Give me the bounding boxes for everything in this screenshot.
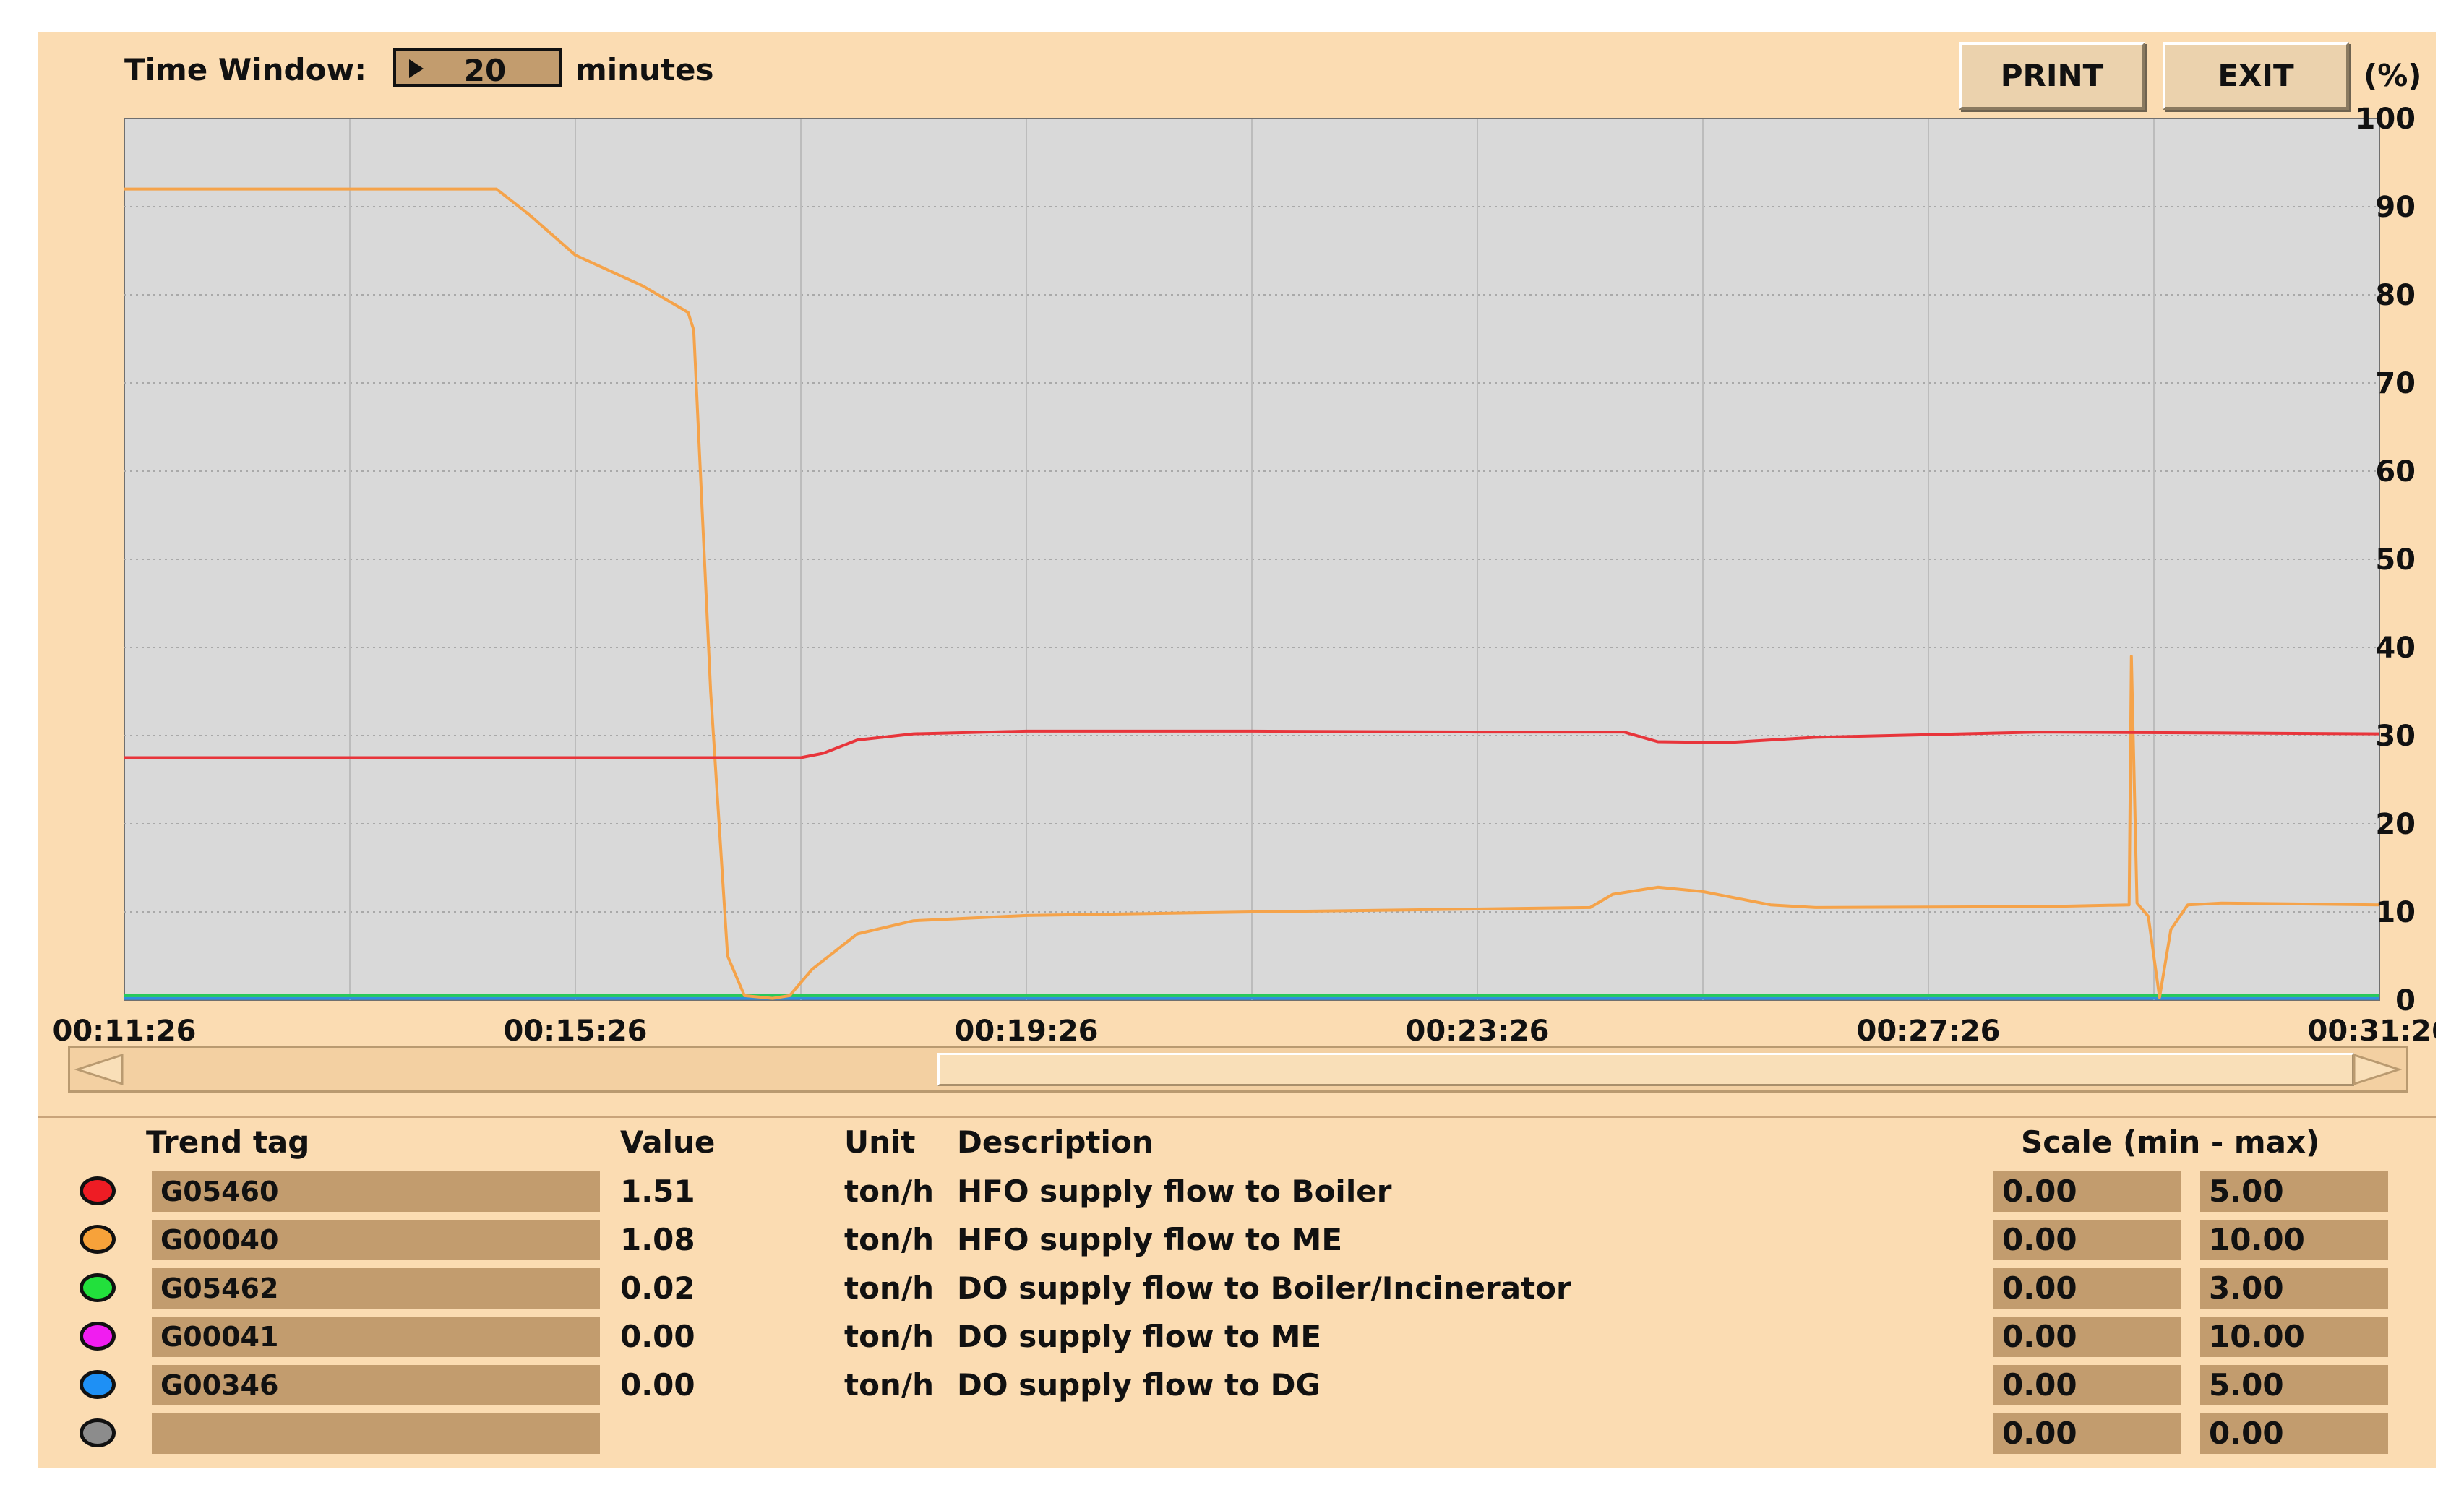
- y-tick-label: 50: [2375, 543, 2416, 577]
- trend-description: HFO supply flow to Boiler: [957, 1174, 1392, 1209]
- trend-row: 0.00 0.00: [38, 1411, 2436, 1459]
- header-trend-tag: Trend tag: [146, 1124, 310, 1160]
- trend-unit: ton/h: [844, 1319, 935, 1354]
- scroll-right-icon[interactable]: [2351, 1051, 2402, 1088]
- series-line-G00040: [124, 187, 2380, 1000]
- trend-tag-field[interactable]: G05462: [152, 1268, 600, 1309]
- scale-max-field[interactable]: 10.00: [2200, 1220, 2388, 1260]
- x-tick-label: 00:27:26: [1857, 1015, 2001, 1043]
- scroll-left-icon[interactable]: [74, 1051, 125, 1088]
- y-axis-unit: (%): [2364, 58, 2422, 93]
- y-tick-label: 20: [2375, 808, 2416, 841]
- divider: [38, 1116, 2436, 1118]
- scale-max-field[interactable]: 5.00: [2200, 1171, 2388, 1212]
- scale-min-field[interactable]: 0.00: [1993, 1171, 2181, 1212]
- scale-min-field[interactable]: 0.00: [1993, 1365, 2181, 1405]
- time-window-label: Time Window:: [124, 52, 367, 87]
- y-tick-label: 30: [2375, 720, 2416, 753]
- scale-max-field[interactable]: 0.00: [2200, 1413, 2388, 1454]
- x-tick-label: 00:31:26: [2308, 1015, 2436, 1043]
- scale-max-field[interactable]: 3.00: [2200, 1268, 2388, 1309]
- trend-unit: ton/h: [844, 1174, 935, 1209]
- scale-min-field[interactable]: 0.00: [1993, 1317, 2181, 1357]
- chart-series: [124, 187, 2380, 1000]
- trend-tag-field[interactable]: [152, 1413, 600, 1454]
- x-tick-label: 00:11:26: [53, 1015, 197, 1043]
- header-value: Value: [620, 1124, 716, 1160]
- trend-row: G00040 1.08 ton/h HFO supply flow to ME …: [38, 1218, 2436, 1265]
- trend-description: DO supply flow to DG: [957, 1367, 1321, 1403]
- y-tick-label: 10: [2375, 896, 2416, 929]
- scale-min-field[interactable]: 0.00: [1993, 1268, 2181, 1309]
- header-unit: Unit: [844, 1124, 916, 1160]
- trend-description: HFO supply flow to ME: [957, 1222, 1343, 1257]
- color-dot-icon[interactable]: [80, 1225, 116, 1254]
- scale-min-field[interactable]: 0.00: [1993, 1220, 2181, 1260]
- time-scrollbar[interactable]: [68, 1046, 2408, 1093]
- y-tick-label: 90: [2375, 191, 2416, 224]
- y-tick-label: 60: [2375, 455, 2416, 488]
- trend-row: G05460 1.51 ton/h HFO supply flow to Boi…: [38, 1169, 2436, 1217]
- trend-description: DO supply flow to ME: [957, 1319, 1322, 1354]
- trend-value: 0.02: [620, 1270, 695, 1306]
- x-axis: 00:11:26 00:15:26 00:19:26 00:23:26 00:27:26…: [53, 1015, 2436, 1043]
- scale-max-field[interactable]: 5.00: [2200, 1365, 2388, 1405]
- color-dot-icon[interactable]: [80, 1273, 116, 1302]
- trend-value: 0.00: [620, 1319, 695, 1354]
- print-button[interactable]: PRINT: [1959, 42, 2145, 110]
- exit-button[interactable]: EXIT: [2163, 42, 2349, 110]
- y-tick-label: 80: [2375, 279, 2416, 312]
- trend-tag-field[interactable]: G00346: [152, 1365, 600, 1405]
- play-arrow-icon[interactable]: [409, 59, 424, 78]
- x-tick-label: 00:15:26: [504, 1015, 648, 1043]
- series-line-G05460: [124, 729, 2380, 759]
- trend-unit: ton/h: [844, 1270, 935, 1306]
- y-tick-label: 70: [2375, 367, 2416, 400]
- time-window-spinner[interactable]: 20: [393, 48, 562, 88]
- header-description: Description: [957, 1124, 1154, 1160]
- time-window-unit: minutes: [575, 52, 714, 87]
- trend-value: 0.00: [620, 1367, 695, 1403]
- color-dot-icon[interactable]: [80, 1418, 116, 1447]
- trend-row: G00346 0.00 ton/h DO supply flow to DG 0…: [38, 1363, 2436, 1411]
- trend-description: DO supply flow to Boiler/Incinerator: [957, 1270, 1571, 1306]
- color-dot-icon[interactable]: [80, 1322, 116, 1351]
- trend-unit: ton/h: [844, 1367, 935, 1403]
- time-window-value[interactable]: 20: [463, 53, 507, 88]
- color-dot-icon[interactable]: [80, 1370, 116, 1399]
- trend-row: G05462 0.02 ton/h DO supply flow to Boil…: [38, 1266, 2436, 1314]
- trend-window: Time Window: 20 minutes PRINT EXIT (%) 0…: [38, 32, 2436, 1468]
- y-axis: 0 10 20 30 40 50 60 70 80 90 100: [2356, 103, 2416, 1017]
- x-tick-label: 00:23:26: [1406, 1015, 1550, 1043]
- trend-tag-field[interactable]: G00040: [152, 1220, 600, 1260]
- trend-unit: ton/h: [844, 1222, 935, 1257]
- chart-grid: [124, 119, 2379, 1000]
- trend-tag-field[interactable]: G05460: [152, 1171, 600, 1212]
- x-tick-label: 00:19:26: [955, 1015, 1099, 1043]
- scroll-thumb[interactable]: [937, 1053, 2354, 1086]
- y-tick-label: 0: [2395, 984, 2416, 1017]
- trend-tag-field[interactable]: G00041: [152, 1317, 600, 1357]
- header-scale: Scale (min - max): [2021, 1124, 2320, 1160]
- y-tick-label: 100: [2356, 103, 2416, 136]
- trend-value: 1.08: [620, 1222, 695, 1257]
- scale-max-field[interactable]: 10.00: [2200, 1317, 2388, 1357]
- trend-row: G00041 0.00 ton/h DO supply flow to ME 0…: [38, 1314, 2436, 1362]
- trend-value: 1.51: [620, 1174, 695, 1209]
- y-tick-label: 40: [2375, 632, 2416, 665]
- color-dot-icon[interactable]: [80, 1176, 116, 1205]
- scale-min-field[interactable]: 0.00: [1993, 1413, 2181, 1454]
